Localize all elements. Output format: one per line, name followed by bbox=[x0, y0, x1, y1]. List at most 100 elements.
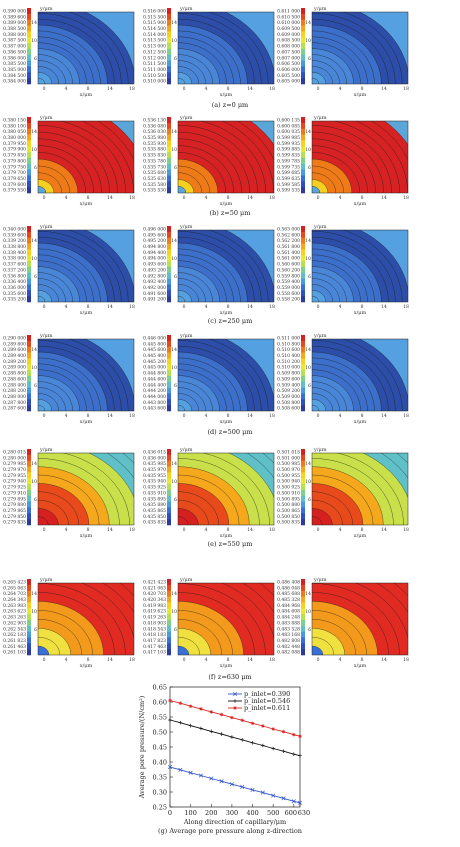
plot-frame bbox=[311, 338, 409, 412]
y-tick-label: 6 bbox=[308, 383, 311, 389]
colorbar-label: 0.418 903 bbox=[143, 620, 166, 626]
y-tick-label: 6 bbox=[174, 274, 177, 280]
colorbar-label: 0.599 735 bbox=[277, 164, 300, 170]
colorbar-label: 0.599 835 bbox=[277, 153, 300, 159]
x-tick-label: 14 bbox=[247, 657, 253, 663]
contour-field bbox=[312, 583, 408, 655]
data-point bbox=[281, 796, 286, 801]
contour-field bbox=[178, 121, 274, 193]
data-point bbox=[297, 800, 303, 805]
colorbar-label: 0.508 600 bbox=[277, 406, 300, 412]
contour-band bbox=[178, 645, 190, 655]
x-tick-label: 14 bbox=[247, 86, 253, 92]
x-tick-label: 630 bbox=[298, 809, 310, 817]
colorbar-label: 0.562 200 bbox=[277, 238, 300, 244]
colorbar-swatch bbox=[27, 134, 31, 141]
colorbar-label: 0.444 800 bbox=[143, 371, 166, 377]
colorbar-swatch bbox=[301, 495, 305, 502]
colorbar-swatch bbox=[27, 501, 31, 508]
x-tick-label: 4 bbox=[339, 413, 342, 419]
colorbar-label: 0.500 925 bbox=[277, 485, 300, 491]
x-tick-label: 0 bbox=[183, 195, 186, 201]
data-point bbox=[271, 746, 275, 751]
x-tick-label: 8 bbox=[361, 86, 364, 92]
colorbar-swatch bbox=[301, 66, 305, 73]
colorbar-swatch bbox=[167, 335, 171, 342]
colorbar-swatch bbox=[167, 60, 171, 67]
colorbar-label: 0.436 015 bbox=[143, 450, 166, 456]
colorbar-label: 0.339 200 bbox=[3, 238, 26, 244]
x-axis-label: x/μm bbox=[80, 663, 93, 669]
x-axis-label: x/μm bbox=[220, 419, 233, 425]
colorbar-swatch bbox=[27, 243, 31, 250]
colorbar-swatch bbox=[167, 460, 171, 467]
data-point bbox=[250, 741, 255, 745]
colorbar-swatch bbox=[167, 346, 171, 353]
y-axis-label: y/μm bbox=[179, 6, 193, 12]
colorbar-label: 0.280 000 bbox=[3, 455, 26, 461]
colorbar-label: 0.435 895 bbox=[143, 496, 166, 502]
y-tick-label: 6 bbox=[308, 56, 311, 62]
colorbar-label: 0.446 000 bbox=[143, 336, 166, 342]
colorbar-label: 0.509 600 bbox=[277, 376, 300, 382]
colorbar-swatch bbox=[27, 169, 31, 176]
x-tick-label: 14 bbox=[107, 86, 113, 92]
colorbar-label: 0.380 100 bbox=[3, 123, 26, 129]
x-tick-label: 8 bbox=[227, 413, 230, 419]
y-tick-label: 10 bbox=[31, 38, 37, 44]
x-tick-label: 8 bbox=[361, 195, 364, 201]
colorbar-label: 0.379 700 bbox=[3, 170, 26, 176]
x-tick-label: 0 bbox=[43, 527, 46, 533]
colorbar-swatch bbox=[27, 261, 31, 268]
colorbar-label: 0.279 910 bbox=[3, 490, 26, 496]
colorbar-label: 0.561 400 bbox=[277, 250, 300, 256]
colorbar-label: 0.262 903 bbox=[3, 620, 26, 626]
colorbar-label: 0.485 328 bbox=[277, 597, 300, 603]
colorbar-swatch bbox=[27, 507, 31, 514]
data-point bbox=[168, 698, 172, 703]
colorbar-swatch bbox=[27, 375, 31, 383]
y-tick-label: 10 bbox=[31, 147, 37, 153]
colorbar-label: 0.482 088 bbox=[277, 650, 300, 656]
colorbar-label: 0.445 800 bbox=[143, 341, 166, 347]
data-point bbox=[281, 729, 286, 734]
x-tick-label: 18 bbox=[269, 527, 275, 533]
y-tick-label: 6 bbox=[174, 627, 177, 633]
colorbar-label: 0.385 000 bbox=[3, 67, 26, 73]
colorbar-label: 0.419 623 bbox=[143, 609, 166, 615]
colorbar-label: 0.500 910 bbox=[277, 490, 300, 496]
x-axis-label: x/μm bbox=[220, 310, 233, 316]
colorbar-label: 0.561 000 bbox=[277, 256, 300, 262]
colorbar-swatch bbox=[167, 157, 171, 165]
x-tick-label: 14 bbox=[107, 657, 113, 663]
colorbar-swatch bbox=[27, 175, 31, 182]
series-line bbox=[169, 766, 301, 804]
colorbar-label: 0.500 865 bbox=[277, 508, 300, 514]
colorbar-swatch bbox=[167, 584, 171, 591]
x-tick-label: 4 bbox=[339, 527, 342, 533]
colorbar-swatch bbox=[27, 237, 31, 244]
colorbar-swatch bbox=[301, 399, 305, 406]
colorbar-label: 0.265 423 bbox=[3, 580, 26, 586]
colorbar-swatch bbox=[301, 449, 305, 456]
colorbar-swatch bbox=[27, 66, 31, 73]
colorbar-swatch bbox=[301, 454, 305, 461]
data-point bbox=[199, 726, 203, 731]
x-tick-label: 8 bbox=[87, 86, 90, 92]
colorbar-label: 0.558 600 bbox=[277, 291, 300, 297]
colorbar-label: 0.509 200 bbox=[277, 388, 300, 394]
caption-g: (g) Average pore pressure along z-direct… bbox=[158, 827, 302, 835]
colorbar-label: 0.484 968 bbox=[277, 603, 300, 609]
colorbar-swatch bbox=[301, 152, 305, 159]
data-point bbox=[188, 770, 193, 775]
colorbar-label: 0.279 925 bbox=[3, 485, 26, 491]
contour-field bbox=[38, 121, 134, 193]
colorbar-label: 0.435 985 bbox=[143, 461, 166, 467]
data-point bbox=[260, 790, 265, 795]
